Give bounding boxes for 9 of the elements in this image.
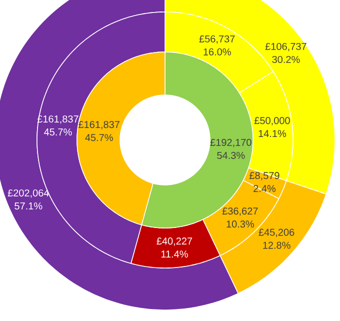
data-label: £202,064 57.1% [8, 189, 49, 210]
data-label: £40,227 11.4% [156, 238, 192, 258]
data-label: £56,737 16.0% [199, 35, 235, 56]
data-label: £36,627 10.3% [222, 208, 258, 228]
data-label: £192,170 54.3% [210, 138, 252, 159]
data-label: £45,206 12.8% [258, 228, 294, 249]
data-label: £50,000 14.1% [254, 117, 290, 138]
data-label: £106,737 30.2% [265, 42, 306, 64]
data-label: £161,837 45.7% [78, 121, 120, 142]
